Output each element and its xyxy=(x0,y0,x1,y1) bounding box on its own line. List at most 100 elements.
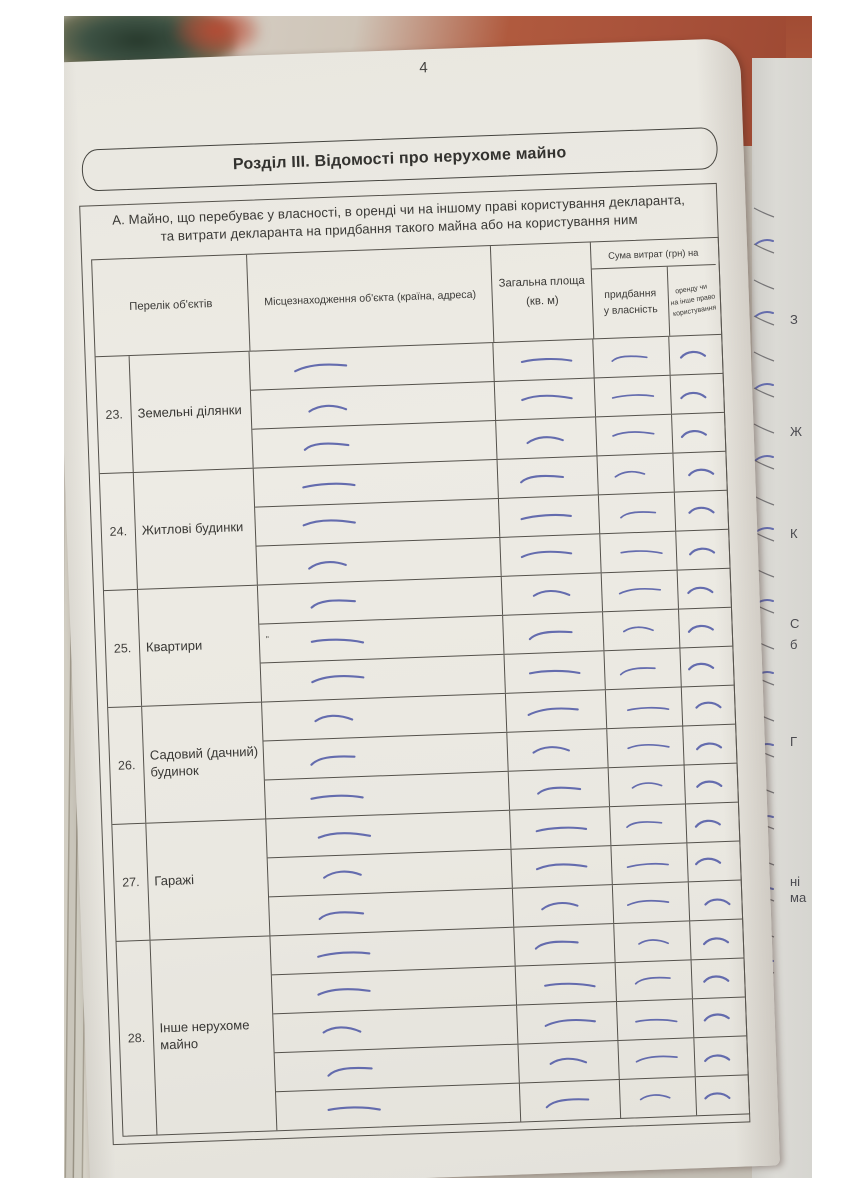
handwritten-dash xyxy=(680,430,707,439)
table-row: 28. Інше нерухоме майно xyxy=(116,918,750,1136)
entry-line xyxy=(252,411,726,468)
entry-cell-location xyxy=(256,537,502,585)
entry-cell-location: ʺ xyxy=(259,615,505,663)
entry-line xyxy=(264,762,738,819)
handwritten-dash xyxy=(626,899,669,906)
handwritten-dash xyxy=(544,1019,596,1027)
entry-line xyxy=(253,452,727,507)
entry-cell-purchase xyxy=(600,531,678,573)
adjacent-page-text-fragment: ні xyxy=(790,874,801,889)
table-row: 23. Земельні ділянки xyxy=(95,335,726,474)
table-row: 27. Гаражі xyxy=(112,801,743,941)
entry-cell-purchase xyxy=(611,843,689,885)
handwritten-dash xyxy=(635,1055,678,1063)
entry-cell-area xyxy=(494,378,597,420)
entry-cell-location xyxy=(250,381,497,429)
handwritten-dash xyxy=(302,482,356,489)
row-entry-lines xyxy=(262,686,738,819)
entry-cell-location xyxy=(276,1083,522,1131)
handwritten-dash xyxy=(637,939,669,945)
entry-cell-area xyxy=(512,885,615,927)
entry-line xyxy=(270,919,743,975)
entry-cell-area xyxy=(510,807,612,849)
entry-cell-area xyxy=(515,963,617,1005)
entry-line xyxy=(262,686,735,741)
handwritten-dash xyxy=(528,630,573,641)
handwritten-dash xyxy=(314,714,354,723)
entry-cell-rent xyxy=(689,881,738,921)
handwritten-dash xyxy=(534,940,579,950)
entry-cell-rent xyxy=(692,959,741,999)
entry-cell-location xyxy=(263,732,509,780)
handwritten-dash xyxy=(536,786,581,795)
handwritten-dash xyxy=(631,782,662,789)
entry-cell-area xyxy=(518,1040,620,1083)
entry-line xyxy=(257,569,731,624)
table-body: 23. Земельні ділянки 24. Житлові будинки 25.… xyxy=(95,335,750,1136)
row-entry-lines: ʺ xyxy=(257,569,734,702)
declaration-page: 4 Розділ III. Відомості про нерухоме май… xyxy=(64,38,780,1178)
handwritten-dash xyxy=(625,821,662,829)
column-header-rent: оренду чи на інше право користування xyxy=(669,281,717,318)
handwritten-dash xyxy=(317,951,371,958)
row-label: Інше нерухоме майно xyxy=(150,936,278,1135)
handwritten-dash xyxy=(310,794,364,800)
entry-cell-area xyxy=(496,417,598,459)
table-row: 26. Садовий (дачний) будинок xyxy=(108,684,738,824)
handwritten-dash xyxy=(308,404,348,413)
adjacent-page-text-fragment: З xyxy=(790,312,798,327)
adjacent-page-text-fragment: С xyxy=(790,616,800,631)
entry-cell-location xyxy=(262,693,508,741)
handwritten-dash xyxy=(322,1026,362,1034)
adjacent-page-text-fragment: Г xyxy=(790,734,798,749)
entry-cell-location xyxy=(267,849,513,897)
entry-cell-location xyxy=(264,771,511,819)
entry-cell-area xyxy=(505,690,608,732)
handwritten-dash xyxy=(540,902,579,911)
entry-cell-area xyxy=(503,612,605,654)
handwritten-dash xyxy=(688,506,715,514)
blurred-object-red xyxy=(172,16,262,58)
row-entry-lines xyxy=(270,919,750,1131)
handwritten-dash xyxy=(294,363,348,373)
entry-cell-purchase xyxy=(601,570,679,612)
entry-cell-purchase xyxy=(605,687,684,729)
entry-cell-rent xyxy=(682,686,731,726)
adjacent-page-text-fragment: ма xyxy=(790,890,807,905)
entry-cell-purchase xyxy=(615,960,693,1002)
entry-cell-purchase xyxy=(612,882,691,924)
column-header-objects: Перелік об'єктів xyxy=(92,254,251,357)
entry-cell-rent xyxy=(676,530,725,570)
entry-cell-purchase xyxy=(610,804,688,846)
handwritten-dash xyxy=(634,976,671,985)
row-entry-lines xyxy=(253,452,730,585)
entry-cell-rent xyxy=(687,842,736,882)
handwritten-dash xyxy=(610,355,648,362)
entry-cell-purchase xyxy=(593,336,671,378)
handwritten-dash xyxy=(519,474,564,484)
column-header-area: Загальна площа (кв. м) xyxy=(490,242,595,342)
entry-line xyxy=(255,489,729,546)
entry-cell-rent xyxy=(693,998,742,1038)
entry-cell-area xyxy=(501,573,604,615)
entry-cell-purchase xyxy=(608,765,686,807)
entry-line: ʺ xyxy=(259,606,733,663)
handwritten-dash xyxy=(687,586,714,595)
entry-cell-location xyxy=(270,927,516,975)
entry-cell-location xyxy=(255,498,501,546)
handwritten-dash xyxy=(626,706,669,712)
handwritten-dash xyxy=(317,832,372,839)
handwritten-dash xyxy=(317,988,371,996)
entry-cell-area xyxy=(514,924,616,966)
handwritten-dash xyxy=(622,626,654,633)
column-header-costs-group: Сума витрат (грн) на придбання у власніс… xyxy=(590,238,718,339)
handwritten-dash xyxy=(618,588,661,595)
handwritten-dash xyxy=(532,590,570,597)
entry-cell-rent xyxy=(683,725,732,765)
entry-cell-rent xyxy=(675,491,724,531)
entry-cell-purchase xyxy=(604,648,682,690)
entry-cell-location xyxy=(266,810,512,858)
entry-cell-area xyxy=(519,1079,622,1122)
entry-cell-area xyxy=(493,339,595,381)
